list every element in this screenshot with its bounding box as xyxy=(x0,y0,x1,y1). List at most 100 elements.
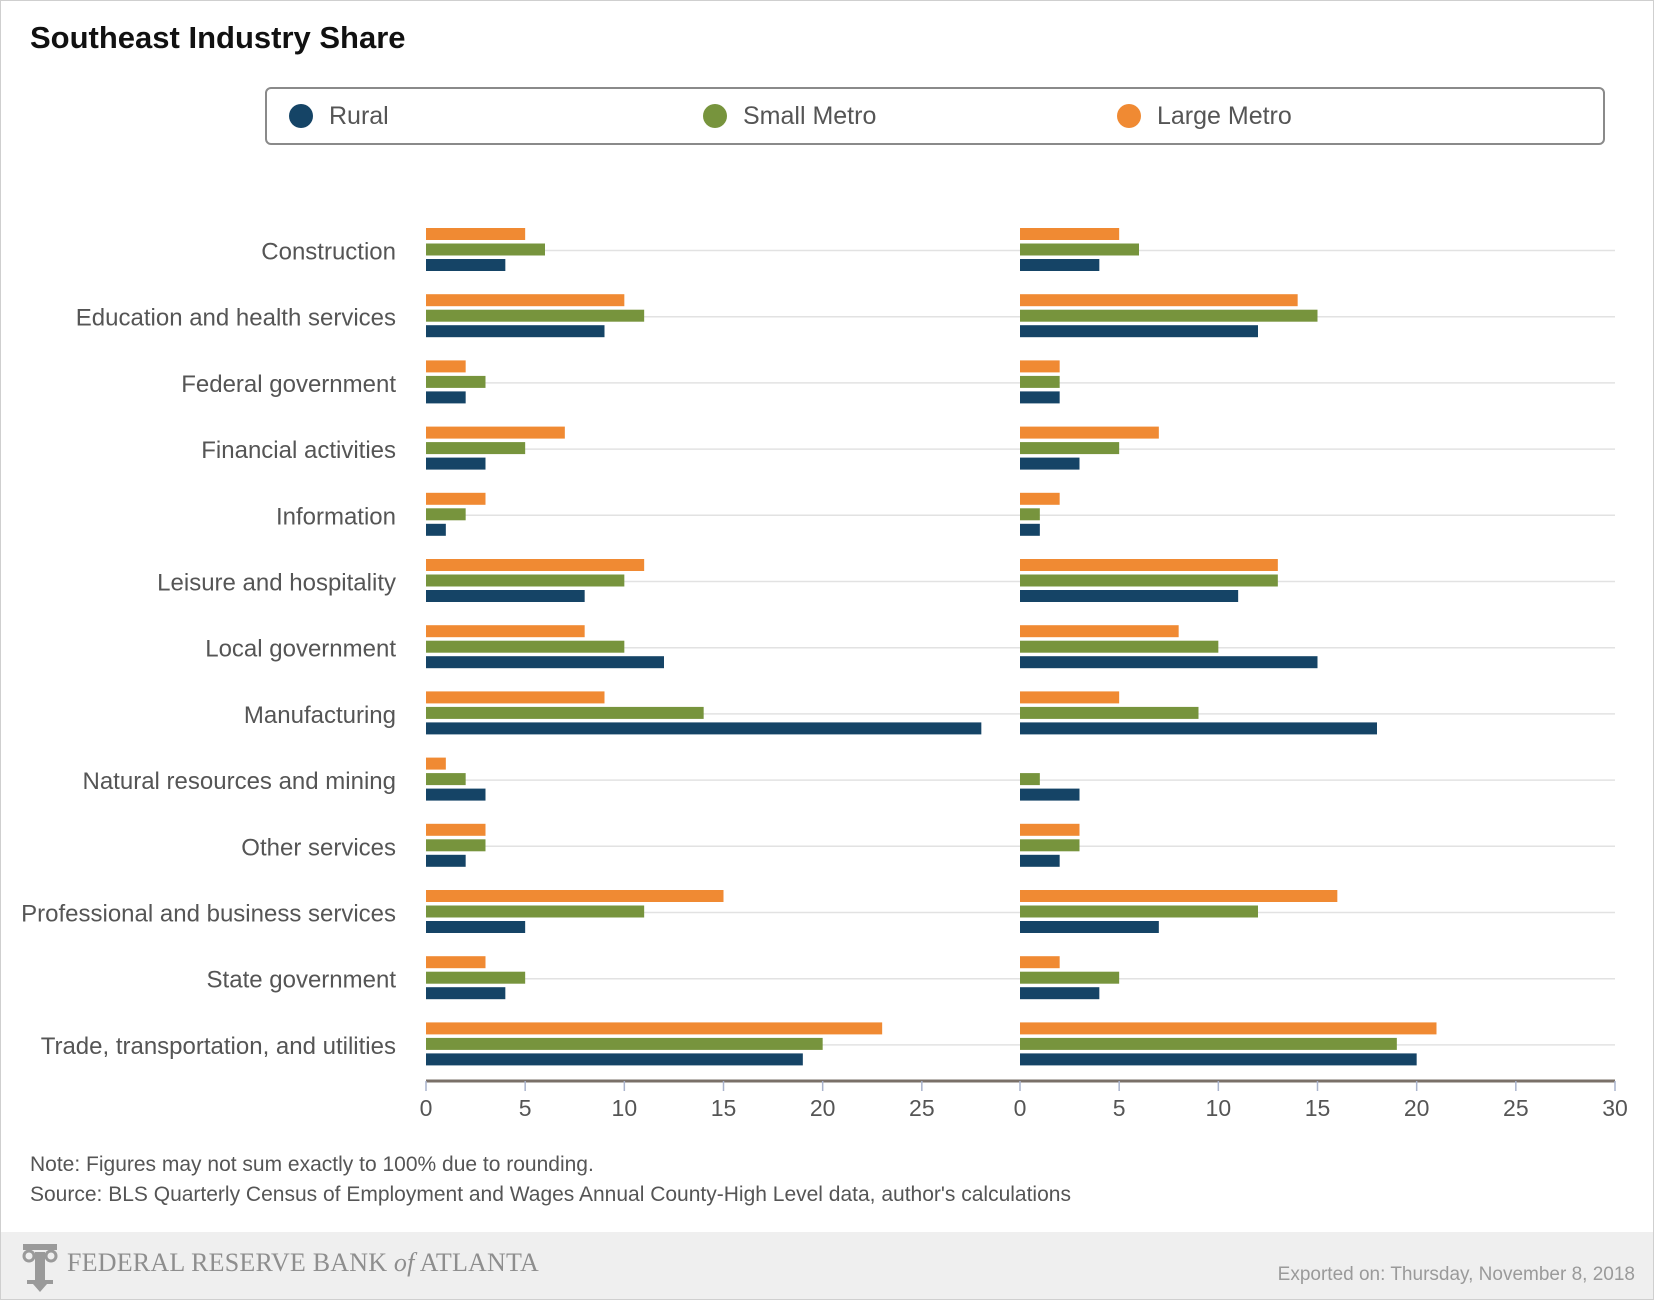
bar-rural xyxy=(1020,391,1060,404)
brand-text-of: of xyxy=(393,1248,415,1277)
bar-small-metro xyxy=(426,574,625,587)
bar-small-metro xyxy=(1020,971,1120,984)
bar-large-metro xyxy=(426,691,605,704)
category-label: Leisure and hospitality xyxy=(157,570,396,597)
x-tick-label: 0 xyxy=(1014,1095,1027,1121)
bar-rural xyxy=(1020,854,1060,867)
bar-rural xyxy=(1020,457,1080,470)
x-tick-label: 15 xyxy=(1305,1095,1331,1121)
legend-item-large-metro[interactable]: Large Metro xyxy=(1117,89,1292,143)
bar-rural xyxy=(426,987,506,1000)
bar-rural xyxy=(1020,1053,1417,1066)
bar-small-metro xyxy=(1020,905,1258,918)
chart-notes: Note: Figures may not sum exactly to 100… xyxy=(30,1150,1071,1210)
legend: Rural Small Metro Large Metro xyxy=(265,87,1605,145)
bar-large-metro xyxy=(1020,294,1298,307)
bar-chart: Construction Education and health service… xyxy=(21,228,1628,1121)
bar-small-metro xyxy=(426,905,645,918)
bar-small-metro xyxy=(426,773,466,786)
legend-item-small-metro[interactable]: Small Metro xyxy=(703,89,876,143)
bar-small-metro xyxy=(1020,574,1278,587)
bar-small-metro xyxy=(1020,375,1060,388)
bar-large-metro xyxy=(426,823,486,836)
bar-large-metro xyxy=(1020,691,1120,704)
bar-rural xyxy=(426,590,585,602)
bar-large-metro xyxy=(1020,823,1080,836)
bar-small-metro xyxy=(1020,442,1120,455)
bar-small-metro xyxy=(426,442,526,455)
note-text: Note: Figures may not sum exactly to 100… xyxy=(30,1153,594,1176)
bar-small-metro xyxy=(426,309,645,322)
bar-rural xyxy=(1020,722,1377,735)
legend-marker-small-metro xyxy=(703,104,727,128)
bar-rural xyxy=(426,391,466,404)
bar-small-metro xyxy=(1020,309,1318,322)
category-label: State government xyxy=(207,967,397,994)
bar-rural xyxy=(426,788,486,801)
category-label: Education and health services xyxy=(76,305,396,332)
bar-large-metro xyxy=(1020,1022,1437,1035)
category-label: Federal government xyxy=(181,371,396,398)
bar-large-metro xyxy=(1020,956,1060,969)
bar-small-metro xyxy=(426,508,466,521)
category-label: Natural resources and mining xyxy=(83,768,397,795)
x-tick-label: 20 xyxy=(1404,1095,1430,1121)
bar-large-metro xyxy=(1020,228,1120,240)
eagle-logo-icon xyxy=(22,1244,58,1292)
bar-rural xyxy=(426,1053,803,1066)
bar-large-metro xyxy=(426,559,645,571)
category-label: Financial activities xyxy=(201,437,396,464)
bar-small-metro xyxy=(1020,706,1199,719)
bar-small-metro xyxy=(426,706,704,719)
bar-small-metro xyxy=(1020,839,1080,852)
footer: FEDERAL RESERVE BANK of ATLANTA Exported… xyxy=(1,1232,1653,1299)
bar-small-metro xyxy=(1020,773,1040,786)
legend-label-rural: Rural xyxy=(329,101,389,130)
x-tick-label: 10 xyxy=(612,1095,638,1121)
bar-rural xyxy=(426,854,466,867)
bar-rural xyxy=(426,523,446,536)
bar-small-metro xyxy=(1020,1037,1397,1050)
bar-large-metro xyxy=(426,956,486,969)
x-tick-label: 5 xyxy=(1113,1095,1126,1121)
x-tick-label: 10 xyxy=(1206,1095,1232,1121)
bar-large-metro xyxy=(426,492,486,505)
legend-item-rural[interactable]: Rural xyxy=(289,89,389,143)
category-label: Other services xyxy=(241,834,396,861)
footer-brand: FEDERAL RESERVE BANK of ATLANTA xyxy=(67,1248,539,1278)
bar-rural xyxy=(1020,523,1040,536)
bar-small-metro xyxy=(426,375,486,388)
x-tick-label: 15 xyxy=(711,1095,737,1121)
bar-rural xyxy=(1020,259,1100,271)
bar-rural xyxy=(1020,656,1318,669)
bar-rural xyxy=(426,656,664,669)
category-label: Manufacturing xyxy=(244,702,396,729)
legend-label-large-metro: Large Metro xyxy=(1157,101,1292,130)
bar-large-metro xyxy=(1020,625,1179,638)
bar-rural xyxy=(1020,921,1159,933)
bar-large-metro xyxy=(426,890,724,902)
bar-rural xyxy=(426,457,486,470)
x-tick-label: 30 xyxy=(1602,1095,1628,1121)
bar-small-metro xyxy=(1020,508,1040,521)
bar-large-metro xyxy=(426,360,466,373)
source-text: Source: BLS Quarterly Census of Employme… xyxy=(30,1183,1071,1206)
x-tick-label: 20 xyxy=(810,1095,836,1121)
export-date: Exported on: Thursday, November 8, 2018 xyxy=(1277,1264,1635,1285)
brand-text-main: FEDERAL RESERVE BANK xyxy=(67,1248,394,1277)
bar-large-metro xyxy=(426,625,585,638)
bar-large-metro xyxy=(1020,360,1060,373)
bar-rural xyxy=(1020,987,1100,1000)
bar-small-metro xyxy=(426,839,486,852)
bar-large-metro xyxy=(426,426,565,439)
bar-rural xyxy=(1020,590,1239,602)
bar-large-metro xyxy=(426,294,625,307)
bar-rural xyxy=(426,722,982,735)
bar-large-metro xyxy=(426,757,446,770)
bar-large-metro xyxy=(1020,426,1159,439)
chart-title: Southeast Industry Share xyxy=(30,20,406,55)
x-tick-label: 0 xyxy=(420,1095,433,1121)
bar-rural xyxy=(426,325,605,338)
x-tick-label: 25 xyxy=(909,1095,935,1121)
x-tick-label: 5 xyxy=(519,1095,532,1121)
